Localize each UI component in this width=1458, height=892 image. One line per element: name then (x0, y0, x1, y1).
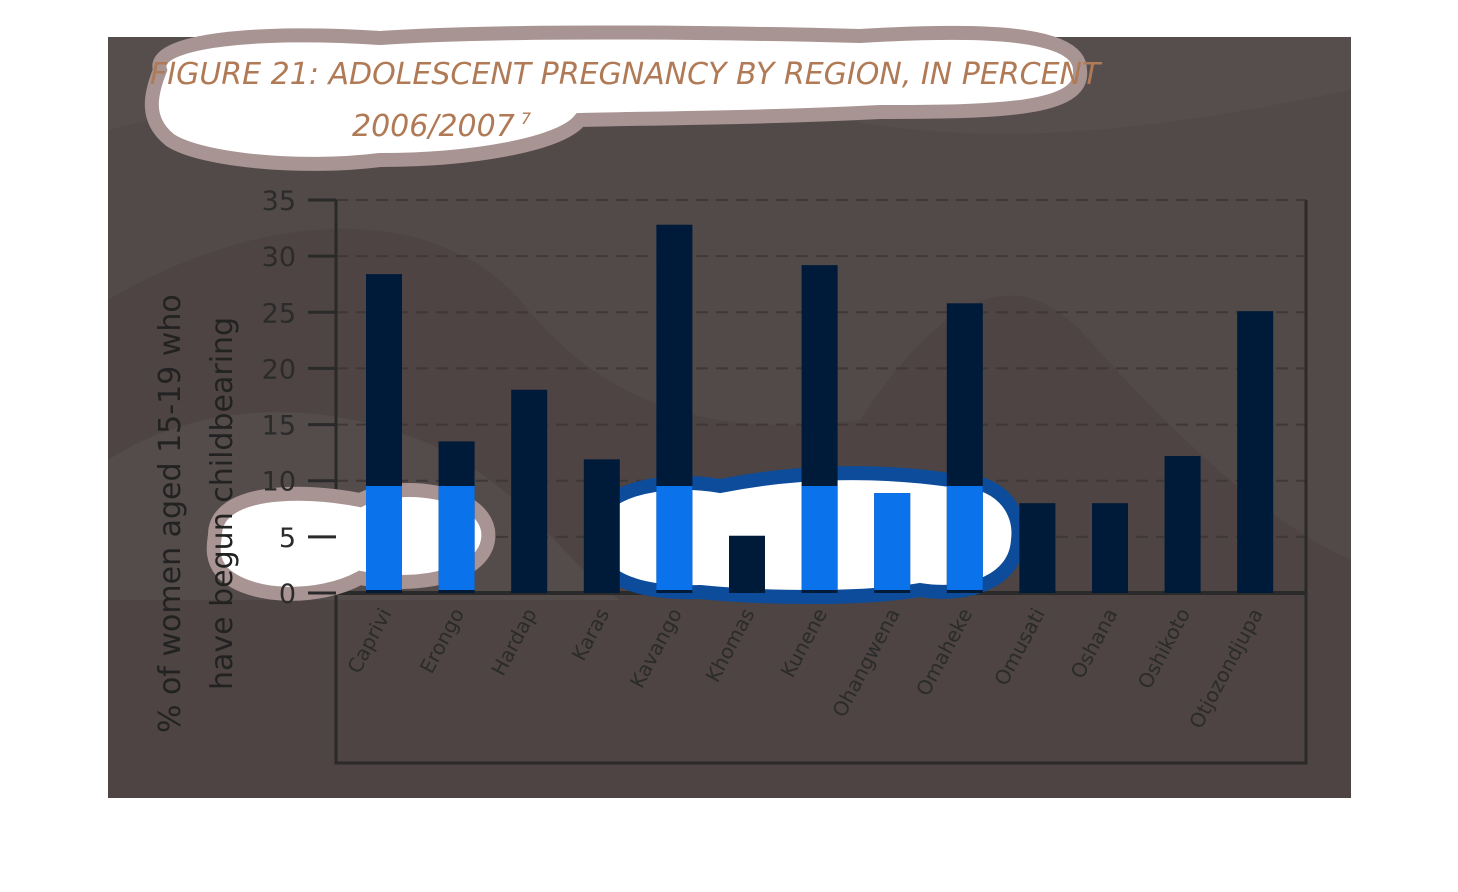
figure-title-line1: FIGURE 21: ADOLESCENT PREGNANCY BY REGIO… (150, 57, 1103, 92)
y-tick-label: 35 (262, 186, 296, 217)
bar-khomas (729, 535, 765, 593)
bar-highlight-erongo (438, 486, 475, 590)
figure-title-footnote: 7 (521, 109, 532, 128)
y-tick-label: 0 (279, 579, 296, 610)
figure-title-year: 2006/2007 (352, 109, 515, 144)
bar-highlight-kunene (801, 486, 838, 590)
y-tick-label: 30 (262, 242, 296, 273)
bar-highlight-caprivi (366, 486, 402, 590)
bar-highlight-ohangwena (874, 493, 911, 590)
bar-highlight-omaheke (946, 486, 983, 590)
highlight-cloud-left (206, 483, 496, 601)
bar-hardap (511, 389, 548, 593)
y-tick-label: 25 (262, 298, 296, 329)
bar-oshikoto (1164, 456, 1201, 593)
y-axis-label-line2: have begun childbearing (205, 317, 240, 690)
bar-karas (583, 459, 620, 593)
y-tick-label: 15 (262, 411, 296, 442)
y-tick-label: 10 (262, 467, 296, 498)
y-tick-label: 5 (279, 523, 296, 554)
bars (366, 224, 1274, 593)
figure-title-line2: 2006/2007 7 (352, 109, 532, 144)
title-cloud (144, 25, 1088, 171)
bar-highlight-kavango (656, 486, 693, 590)
y-ticks: 0 5 10 15 20 25 30 35 (262, 186, 336, 610)
bar-omusati (1019, 503, 1056, 593)
bar-otjozondjupa (1237, 311, 1274, 593)
y-axis-label-line1: % of women aged 15-19 who (153, 294, 188, 733)
bar-oshana (1092, 503, 1128, 593)
y-tick-label: 20 (262, 354, 296, 385)
